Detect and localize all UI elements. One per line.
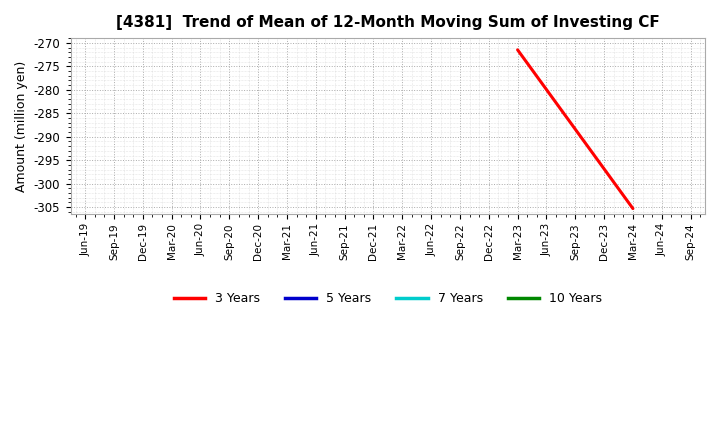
- Legend: 3 Years, 5 Years, 7 Years, 10 Years: 3 Years, 5 Years, 7 Years, 10 Years: [168, 287, 607, 310]
- Title: [4381]  Trend of Mean of 12-Month Moving Sum of Investing CF: [4381] Trend of Mean of 12-Month Moving …: [116, 15, 660, 30]
- Y-axis label: Amount (million yen): Amount (million yen): [15, 61, 28, 192]
